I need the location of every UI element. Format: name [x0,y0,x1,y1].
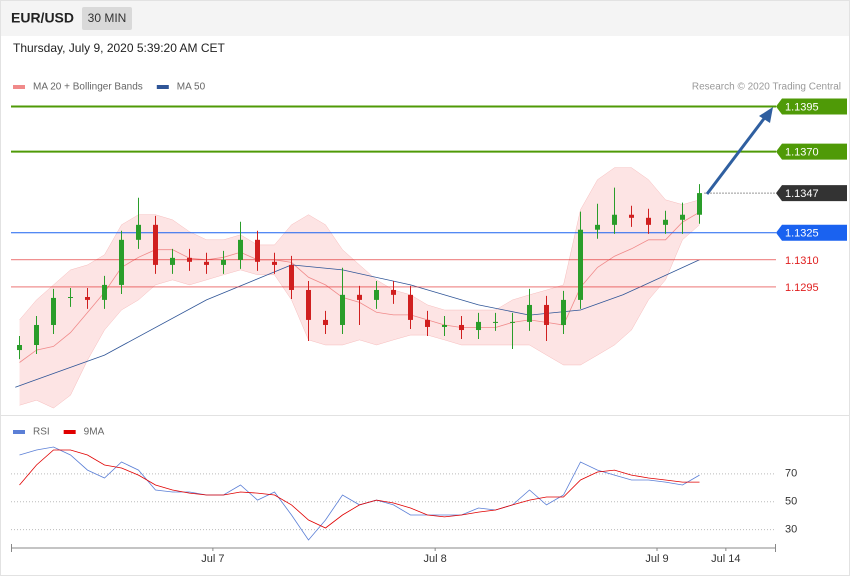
candle-body [221,259,226,265]
candle-body [646,217,651,225]
level-label: 1.1325 [785,228,819,240]
candle-body [323,319,328,325]
candle-body [476,321,481,331]
x-tick-label: Jul 8 [424,553,447,565]
legend-swatch [13,85,25,89]
legend-label: RSI [33,427,50,438]
legend-swatch [156,85,169,89]
level-label-box [776,185,847,202]
x-tick-label: Jul 9 [645,553,668,565]
candle-body [595,224,600,230]
chart-title: EUR/USD [11,10,74,26]
candle-body [527,304,532,322]
bollinger-lower [19,224,700,409]
forecast-arrow [705,107,773,195]
level-label: 1.1347 [785,188,819,200]
bollinger-upper [19,167,700,321]
candle-body [119,239,124,285]
level-label-box [776,143,847,160]
level-label: 1.1295 [785,282,819,294]
candle-body [425,319,430,327]
series-line [19,449,700,529]
candle-body [170,257,175,265]
level-label: 1.1395 [785,101,819,113]
candle-body [153,224,158,265]
candle-body [561,299,566,325]
y-tick-label: 50 [785,496,797,508]
legend-label: MA 20 + Bollinger Bands [33,82,143,93]
candle-body [85,297,90,300]
candle-body [374,289,379,300]
candle-body [136,224,141,240]
candle-body [663,219,668,225]
level-label-box [776,224,847,241]
candle-body [255,239,260,262]
candle-body [408,294,413,320]
candle-body [68,297,73,299]
candle-body [391,289,396,295]
level-label-box [776,98,847,115]
level-label: 1.1370 [785,147,819,159]
candle-body [357,294,362,300]
legend-label: 9MA [84,427,105,438]
y-tick-label: 70 [785,468,797,480]
candle-body [17,345,22,351]
candle-body [306,289,311,320]
arrow-head [759,107,773,123]
candle-body [204,261,209,265]
candle-body [272,261,277,265]
candle-body [629,214,634,218]
candle-body [340,294,345,325]
plot-area: 1.1395 1.1370 1.1347 1.1325 1.1310 1.1295 MA 2… [11,82,847,565]
timestamp: Thursday, July 9, 2020 5:39:20 AM CET [13,41,226,55]
candle-body [51,297,56,325]
candle-body [510,321,515,323]
level-label: 1.1310 [785,255,819,267]
candle-body [459,324,464,331]
header-bar [1,1,849,36]
candle-body [697,193,702,215]
candle-body [34,324,39,345]
candle-body [680,214,685,220]
candle-body [187,257,192,262]
candle-body [238,239,243,260]
ma50-line [15,259,700,388]
legend-label: MA 50 [177,82,206,93]
candle-body [102,284,107,300]
candle-body [493,321,498,323]
x-tick-label: Jul 7 [201,553,224,565]
y-tick-label: 30 [785,524,797,536]
interval: 30 MIN [88,11,127,25]
arrow-shaft [705,115,768,195]
interval-badge [82,7,132,30]
candle-body [442,324,447,327]
candle-body [578,229,583,300]
x-tick-label: Jul 14 [711,553,740,565]
credit: Research © 2020 Trading Central [692,82,841,93]
legend-swatch [13,430,25,434]
candle-body [612,214,617,225]
candle-body [544,304,549,325]
candle-body [289,264,294,290]
legend-swatch [63,430,76,434]
